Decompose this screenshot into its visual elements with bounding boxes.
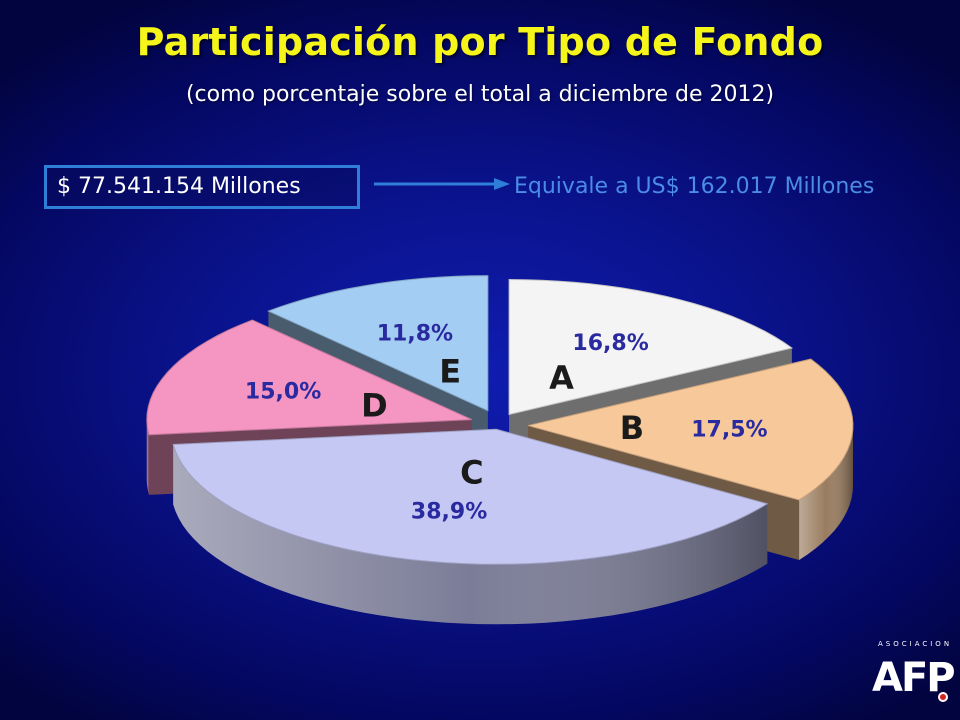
slice-e <box>267 275 489 412</box>
slice-a <box>508 278 794 416</box>
logo-dot-icon <box>938 692 948 702</box>
afp-logo: ASOCIACION AFP <box>872 640 956 712</box>
total-amount-text: $ 77.541.154 Millones <box>57 174 301 199</box>
chart-subtitle: (como porcentaje sobre el total a diciem… <box>185 82 775 107</box>
category-label-a: A <box>549 359 574 397</box>
total-amount-box: $ 77.541.154 Millones <box>44 165 360 209</box>
arrow-right-icon <box>374 178 510 190</box>
slice-c <box>172 428 769 565</box>
value-label-d: 15,0% <box>245 379 321 404</box>
slice-d <box>146 319 472 436</box>
slice-b <box>527 358 854 501</box>
equivalent-usd-text: Equivale a US$ 162.017 Millones <box>514 174 875 199</box>
category-label-c: C <box>460 453 483 491</box>
category-label-b: B <box>620 409 644 447</box>
chart-title: Participación por Tipo de Fondo <box>136 20 824 64</box>
slice-b-side-shade <box>799 425 853 560</box>
slice-c-side-shade <box>173 444 768 625</box>
logo-small-text: ASOCIACION <box>878 640 953 648</box>
slice-d-side-shade <box>146 419 149 495</box>
value-label-a: 16,8% <box>572 331 648 356</box>
category-label-e: E <box>439 352 461 390</box>
category-label-d: D <box>361 387 388 425</box>
value-label-c: 38,9% <box>411 500 487 525</box>
value-label-e: 11,8% <box>377 322 453 347</box>
value-label-b: 17,5% <box>691 418 767 443</box>
